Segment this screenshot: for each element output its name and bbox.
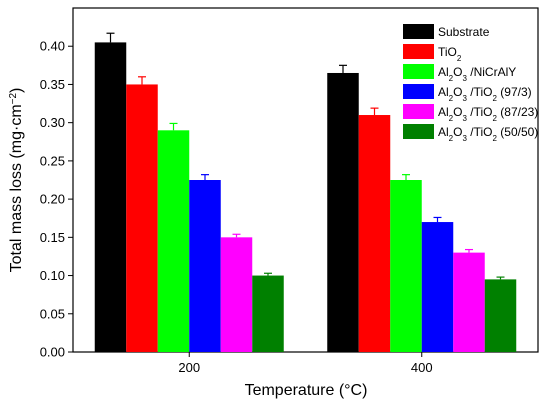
bar [189,180,221,352]
bar [390,180,422,352]
y-axis: 0.00 0.05 0.10 0.15 0.20 0.25 0.30 0.35 0.40 [40,39,73,360]
y-tick-label: 0.35 [40,77,65,92]
y-tick-label: 0.15 [40,230,65,245]
bars [94,32,517,353]
y-tick-label: 0.30 [40,115,65,130]
legend-label: TiO2 [438,45,462,63]
y-tick-label: 0.25 [40,153,65,168]
bar [421,222,454,352]
legend-label: Al2O3 /TiO2 (87/23) [438,105,538,123]
legend-swatch [403,104,434,119]
legend-swatch [403,24,434,39]
legend-swatch [403,84,434,99]
legend-label: Al2O3 /TiO2 (50/50) [438,125,538,143]
x-tick-label: 200 [178,360,200,375]
legend-label: Al2O3 /NiCrAlY [438,65,516,83]
legend-swatch [403,44,434,59]
y-tick-label: 0.20 [40,192,65,207]
bar [453,252,485,352]
y-tick-label: 0.10 [40,268,65,283]
plot-frame [72,7,539,353]
bar [94,42,127,353]
bar [126,84,158,352]
bar [220,237,253,352]
y-tick-label: 0.00 [40,345,65,360]
bar [157,130,190,352]
bar [484,279,517,352]
legend-swatch [403,64,434,79]
x-tick-label: 400 [411,360,433,375]
legend-swatch [403,124,434,139]
bar [358,115,391,353]
bar [252,275,284,352]
y-axis-title: Total mass loss (mg·cm−2) [8,88,26,273]
legend: Substrate TiO2 Al2O3 /NiCrAlY Al2O3 /TiO2 (… [403,24,538,143]
legend-label: Substrate [438,25,490,39]
x-axis: 200 400 [178,352,433,375]
y-tick-label: 0.40 [40,39,65,54]
bar [327,72,359,352]
x-axis-title: Temperature (°C) [245,382,368,399]
y-tick-label: 0.05 [40,306,65,321]
legend-label: Al2O3 /TiO2 (97/3) [438,85,532,103]
